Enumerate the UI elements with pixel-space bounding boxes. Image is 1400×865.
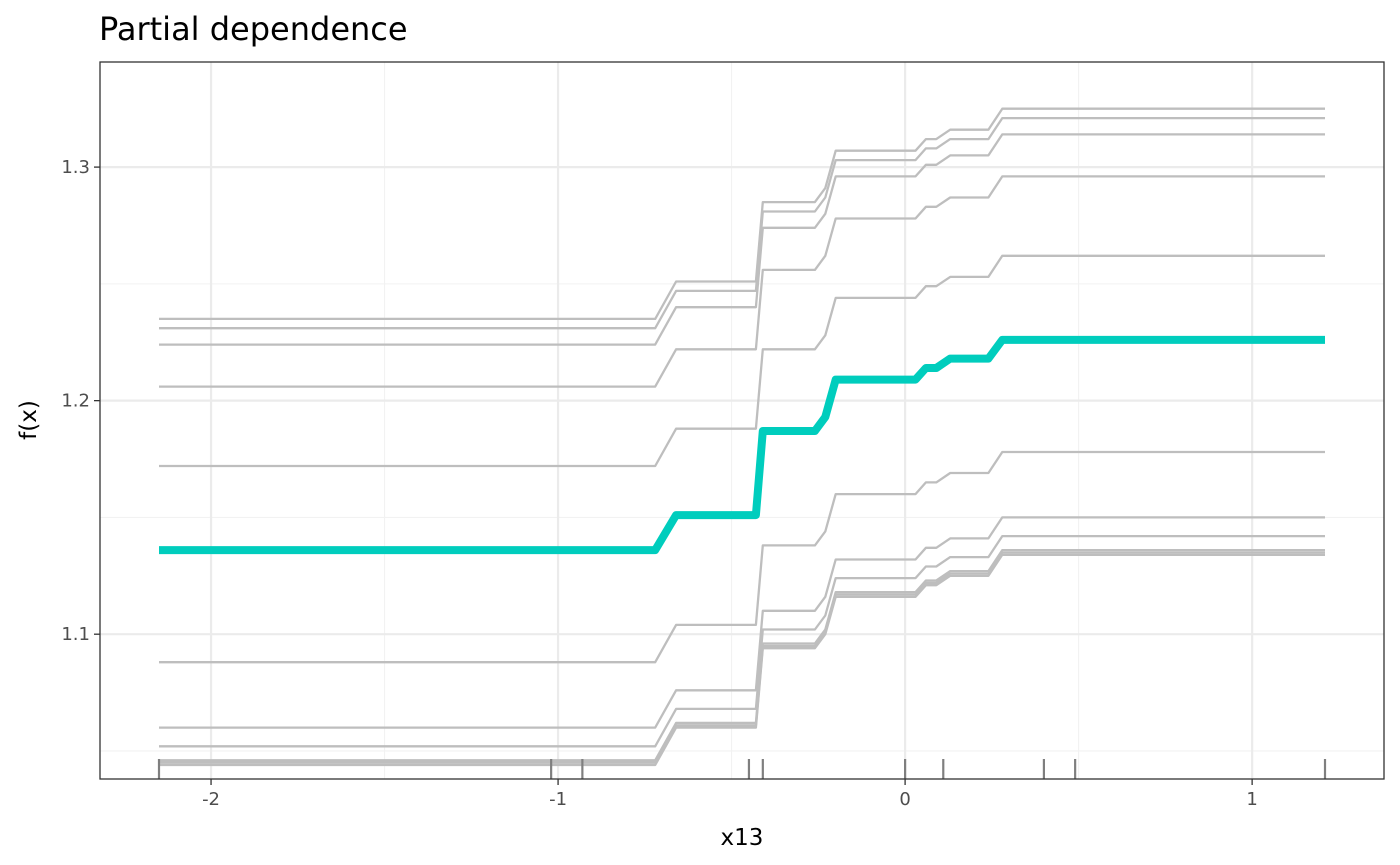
y-axis-title: f(x) xyxy=(16,400,42,440)
x-axis-title: x13 xyxy=(721,825,764,851)
rug-marks xyxy=(157,759,1327,779)
ice-line xyxy=(159,254,1325,468)
ice-line xyxy=(159,551,1325,764)
x-tick-label: 1 xyxy=(1246,789,1257,810)
ice-line xyxy=(159,107,1325,321)
y-axis: 1.1 1.2 1.3 xyxy=(61,157,100,645)
x-axis: -2 -1 0 1 xyxy=(202,779,1258,810)
ice-line xyxy=(159,116,1325,330)
ice-line xyxy=(159,548,1325,762)
grid-major xyxy=(100,62,1384,779)
pd-line xyxy=(159,335,1325,555)
panel-border xyxy=(99,61,1385,780)
chart-title: Partial dependence xyxy=(99,10,408,48)
x-tick-label: 0 xyxy=(899,789,910,810)
ice-lines xyxy=(159,107,1325,767)
x-tick-label: -1 xyxy=(549,789,567,810)
x-tick-label: -2 xyxy=(202,789,220,810)
plot-panel xyxy=(100,62,1384,779)
pd-line-group xyxy=(159,335,1325,555)
y-tick-label: 1.2 xyxy=(61,391,90,412)
ice-line xyxy=(159,450,1325,664)
y-tick-label: 1.1 xyxy=(61,624,90,645)
ice-line xyxy=(159,553,1325,767)
ice-line xyxy=(159,133,1325,346)
ice-line xyxy=(159,534,1325,748)
y-tick-label: 1.3 xyxy=(61,157,90,178)
ice-line xyxy=(159,175,1325,388)
ice-line xyxy=(159,516,1325,729)
